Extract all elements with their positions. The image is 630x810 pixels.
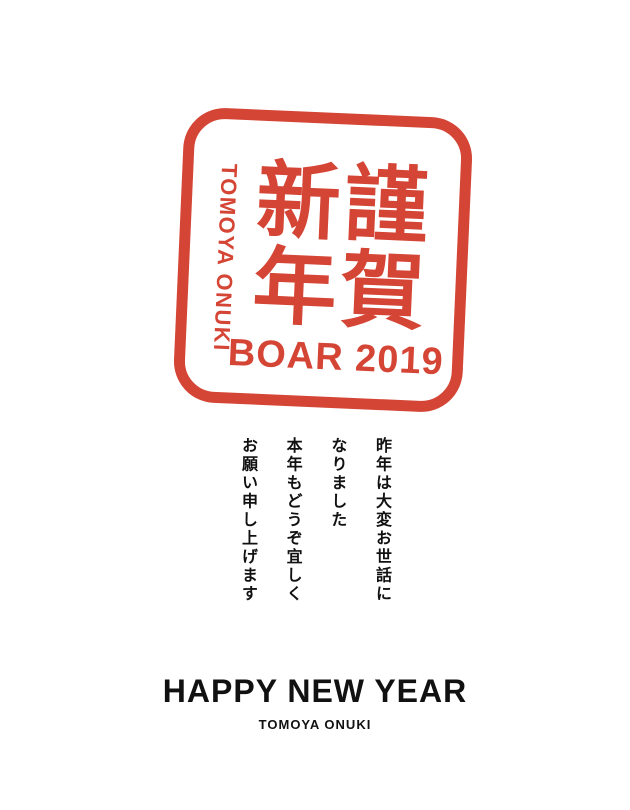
stamp-border xyxy=(173,108,473,412)
message-line-3: 本年もどうぞ宜しく xyxy=(283,437,303,604)
stamp-side-name: TOMOYA ONUKI xyxy=(209,163,242,352)
sender-name: TOMOYA ONUKI xyxy=(258,717,372,732)
happy-new-year-heading: HAPPY NEW YEAR xyxy=(162,673,468,709)
stamp-kanji-bottom-left: 年 xyxy=(251,237,339,339)
stamp-year-line: BOAR 2019 xyxy=(227,332,445,383)
message-line-4: お願い申し上げます xyxy=(239,437,258,604)
stamp-kanji-bottom-right: 賀 xyxy=(339,241,427,343)
new-year-stamp-seal: TOMOYA ONUKI 新 謹 年 賀 BOAR 2019 xyxy=(172,106,475,414)
stamp-kanji-top-right: 謹 xyxy=(342,155,430,257)
message-line-2: なりました xyxy=(328,437,348,530)
message-line-1: 昨年は大変お世話に xyxy=(372,437,392,604)
vertical-greeting-message: 昨年は大変お世話に なりました 本年もどうぞ宜しく お願い申し上げます xyxy=(239,437,392,642)
stamp-kanji-top-left: 新 xyxy=(254,151,342,253)
